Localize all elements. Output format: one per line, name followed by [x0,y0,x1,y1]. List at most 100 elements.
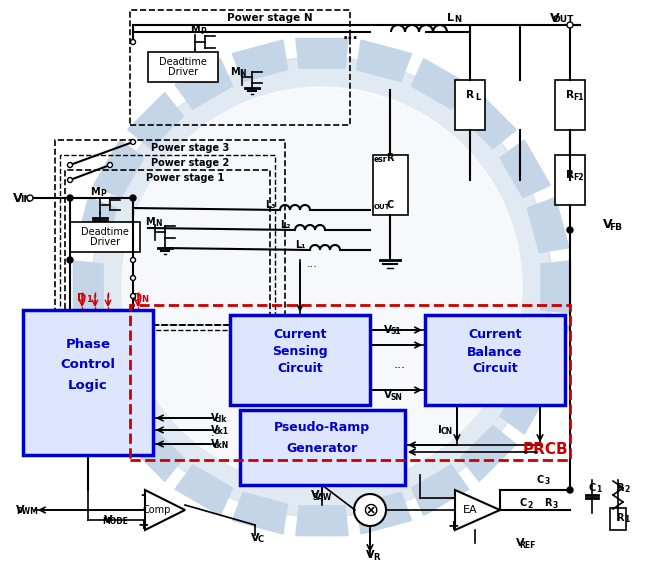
Circle shape [68,162,72,168]
Bar [555,155,585,205]
Text: +: + [447,519,459,533]
Text: 3: 3 [544,478,550,487]
Text: M: M [145,217,155,227]
Text: Deadtime: Deadtime [81,227,129,237]
Text: IN: IN [21,196,32,204]
Polygon shape [461,425,516,481]
Text: N: N [240,69,246,79]
Text: M: M [230,67,240,77]
Bar [425,315,565,405]
Polygon shape [94,377,144,434]
Text: C: C [519,498,526,508]
Text: V: V [13,192,23,204]
Text: R: R [616,483,624,493]
Text: -: - [450,491,456,505]
Polygon shape [357,40,412,82]
Text: D: D [134,293,143,303]
Circle shape [92,57,552,517]
Polygon shape [75,197,117,253]
Text: N: N [141,296,148,304]
Text: Deadtime: Deadtime [159,57,207,67]
Text: Power stage 3: Power stage 3 [151,143,229,153]
Text: Current: Current [468,328,522,342]
Text: V: V [212,439,219,449]
Circle shape [27,195,33,201]
Text: S1: S1 [391,328,401,336]
Text: N: N [155,219,161,228]
Bar [455,80,485,130]
Text: Balance: Balance [468,346,522,359]
Text: 3: 3 [552,501,558,510]
Polygon shape [296,38,348,68]
Polygon shape [232,492,288,534]
Text: ...: ... [342,28,358,42]
Polygon shape [500,140,550,197]
Text: +: + [137,518,149,532]
Circle shape [68,177,72,183]
Text: Logic: Logic [68,378,108,391]
Text: R: R [566,170,574,180]
Text: Sensing: Sensing [272,346,328,359]
Bar [148,52,218,82]
Text: R: R [566,90,574,100]
Polygon shape [145,490,185,530]
Polygon shape [500,377,550,434]
Text: V: V [212,413,219,423]
Text: V: V [311,490,319,500]
Circle shape [108,162,112,168]
Bar [23,310,153,455]
Text: OUT: OUT [552,15,573,25]
Circle shape [354,494,386,526]
Polygon shape [296,506,348,536]
Polygon shape [128,93,184,149]
Circle shape [67,257,73,263]
Text: V: V [550,11,560,25]
Polygon shape [528,197,569,253]
Text: ...: ... [394,359,406,371]
Circle shape [67,195,73,201]
Text: Pseudo-Ramp: Pseudo-Ramp [274,421,370,435]
Text: V: V [603,219,613,231]
Text: Current: Current [273,328,327,342]
Text: L₁: L₁ [295,240,305,250]
Text: V: V [516,538,524,548]
Text: I: I [438,425,442,435]
Text: V: V [384,390,392,400]
Text: esr: esr [373,156,387,165]
Polygon shape [175,59,232,109]
Text: REF: REF [519,541,535,549]
Text: Driver: Driver [90,237,120,247]
Text: R: R [466,90,474,100]
Text: Power stage 1: Power stage 1 [146,173,224,183]
Text: L: L [475,92,481,102]
Text: PRCB: PRCB [522,443,568,457]
Text: D: D [77,293,86,303]
Polygon shape [461,93,516,149]
Text: 1: 1 [624,515,630,525]
Circle shape [130,293,135,298]
Text: MODE: MODE [102,518,128,526]
Polygon shape [412,59,469,109]
Polygon shape [528,321,569,377]
Polygon shape [541,261,571,313]
Polygon shape [175,465,232,515]
Text: Circuit: Circuit [472,362,518,374]
Bar [230,315,370,405]
Text: Phase: Phase [66,339,110,351]
Bar [555,80,585,130]
Text: ck1: ck1 [213,428,228,436]
Text: 2: 2 [528,501,533,510]
Bar [373,155,408,215]
Text: 2: 2 [624,486,630,494]
Text: ⊗: ⊗ [362,501,378,519]
Circle shape [130,276,135,281]
Text: C: C [386,200,393,210]
Text: C: C [588,483,595,493]
Text: V: V [212,425,219,435]
Polygon shape [232,40,288,82]
Polygon shape [75,321,117,377]
Bar [610,508,626,530]
Polygon shape [94,140,144,197]
Polygon shape [128,425,184,481]
Text: ckN: ckN [213,441,229,451]
